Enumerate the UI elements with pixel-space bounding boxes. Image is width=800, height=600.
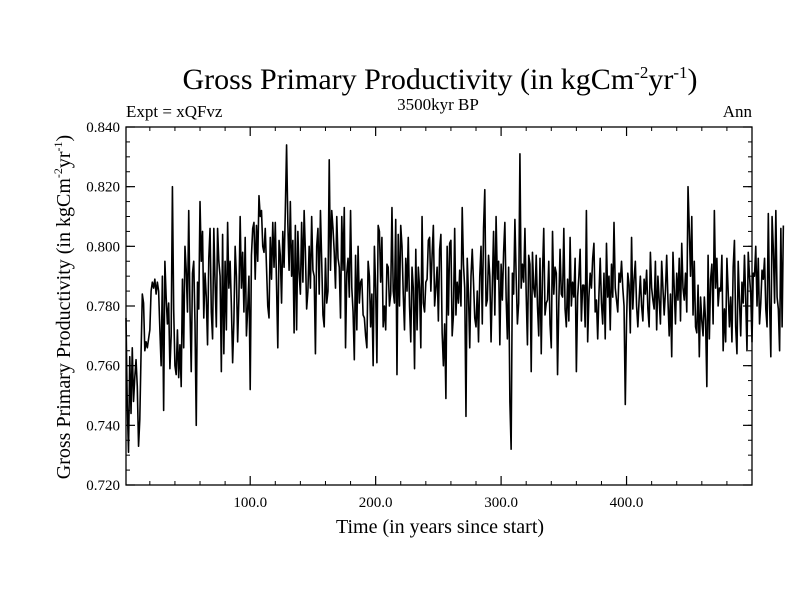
y-axis-label-close: ) [53, 135, 75, 142]
y-tick-label: 0.800 [86, 239, 120, 255]
chart-title-sup2: -1 [673, 63, 687, 82]
x-tick-label: 400.0 [610, 495, 644, 511]
x-axis-ticks: 100.0 200.0 300.0 400.0 [149, 127, 728, 511]
subtitle-center: 3500kyr BP [397, 95, 479, 114]
y-axis-label-sup2: -1 [51, 141, 65, 151]
chart-title: Gross Primary Productivity (in kgCm-2yr-… [183, 63, 698, 96]
x-tick-label: 300.0 [484, 495, 518, 511]
y-tick-label: 0.780 [86, 299, 120, 315]
subtitle-left: Expt = xQFvz [126, 102, 223, 121]
subtitle-right: Ann [723, 102, 753, 121]
series-line [125, 144, 785, 453]
y-axis-label-main: Gross Primary Productivity (in kgCm [53, 178, 75, 480]
chart-title-mid: yr [648, 63, 673, 96]
y-tick-label: 0.820 [86, 180, 120, 196]
series-group [125, 144, 785, 453]
x-tick-label: 200.0 [359, 495, 393, 511]
y-axis-ticks: 0.720 0.740 0.760 0.780 0.800 0.820 0.840 [86, 120, 752, 494]
chart-title-main: Gross Primary Productivity (in kgCm [183, 63, 635, 96]
y-tick-label: 0.740 [86, 418, 120, 434]
y-tick-label: 0.720 [86, 478, 120, 494]
x-axis-label: Time (in years since start) [336, 516, 544, 538]
chart-title-sup1: -2 [634, 63, 648, 82]
y-axis-label-sup1: -2 [51, 168, 65, 178]
plot-frame [125, 126, 753, 486]
y-tick-label: 0.840 [86, 120, 120, 136]
x-tick-label: 100.0 [233, 495, 267, 511]
y-axis-label-mid: yr [53, 151, 75, 168]
y-axis-label: Gross Primary Productivity (in kgCm-2yr-… [51, 135, 75, 479]
chart-title-close: ) [688, 63, 698, 96]
y-tick-label: 0.760 [86, 359, 120, 375]
